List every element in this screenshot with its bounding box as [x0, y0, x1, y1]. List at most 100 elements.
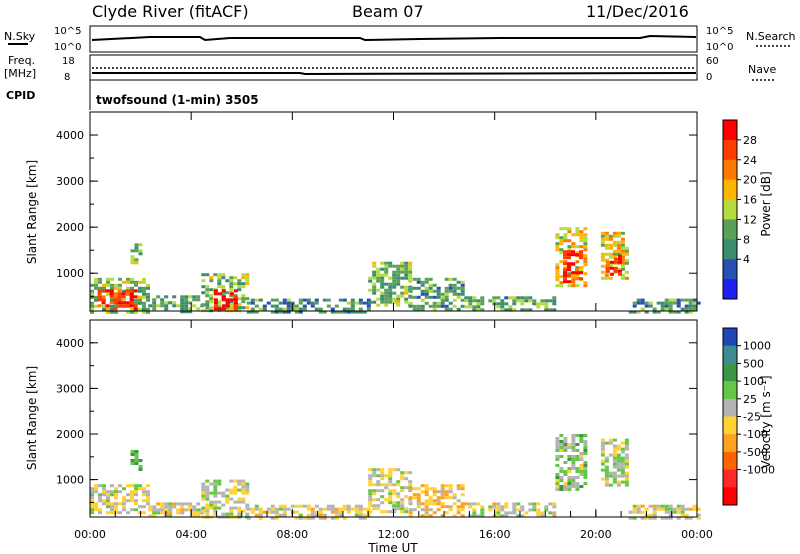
- data-cell: [616, 246, 621, 250]
- data-cell: [286, 307, 291, 311]
- data-cell: [241, 488, 246, 492]
- data-cell: [664, 304, 669, 308]
- data-cell: [668, 513, 673, 517]
- data-cell: [583, 242, 588, 246]
- data-cell: [126, 484, 130, 488]
- data-cell: [567, 467, 572, 470]
- data-cell: [400, 270, 405, 274]
- data-cell: [452, 502, 457, 506]
- data-cell: [368, 468, 373, 472]
- data-cell: [156, 511, 161, 515]
- data-cell: [416, 304, 421, 308]
- data-cell: [229, 282, 234, 286]
- data-cell: [555, 455, 560, 458]
- data-cell: [201, 491, 206, 495]
- data-cell: [338, 510, 343, 514]
- data-cell: [472, 296, 477, 300]
- data-cell: [567, 488, 572, 491]
- data-cell: [424, 505, 429, 509]
- data-cell: [380, 291, 385, 295]
- data-cell: [624, 474, 629, 478]
- data-cell: [440, 301, 445, 305]
- data-cell: [229, 303, 234, 307]
- data-cell: [233, 298, 238, 302]
- data-cell: [571, 464, 576, 467]
- data-cell: [600, 453, 605, 457]
- data-cell: [146, 292, 150, 296]
- data-cell: [404, 510, 409, 514]
- data-cell: [448, 487, 453, 491]
- data-cell: [612, 465, 617, 469]
- data-cell: [188, 310, 193, 314]
- data-cell: [688, 516, 693, 520]
- data-cell: [110, 484, 114, 488]
- data-cell: [652, 307, 657, 311]
- data-cell: [294, 510, 299, 514]
- data-cell: [217, 482, 222, 486]
- data-cell: [440, 505, 445, 509]
- data-cell: [579, 467, 584, 470]
- data-cell: [436, 496, 441, 500]
- data-cell: [644, 301, 649, 305]
- data-cell: [575, 482, 580, 485]
- data-cell: [436, 301, 441, 305]
- data-cell: [559, 440, 564, 443]
- colorbar-tick-label: 8: [743, 233, 750, 246]
- data-cell: [604, 243, 609, 247]
- data-cell: [392, 297, 397, 301]
- data-cell: [440, 484, 445, 488]
- data-cell: [436, 499, 441, 503]
- data-cell: [567, 482, 572, 485]
- data-cell: [632, 310, 637, 314]
- data-cell: [620, 462, 625, 466]
- data-cell: [616, 480, 621, 484]
- data-cell: [392, 300, 397, 304]
- data-cell: [98, 496, 102, 500]
- data-cell: [138, 307, 142, 311]
- data-cell: [342, 298, 347, 302]
- data-cell: [480, 514, 485, 518]
- data-cell: [400, 504, 405, 508]
- data-cell: [575, 277, 579, 281]
- data-cell: [552, 308, 557, 312]
- data-cell: [90, 502, 94, 506]
- data-cell: [245, 488, 250, 492]
- data-cell: [133, 295, 138, 299]
- data-cell: [213, 479, 218, 483]
- data-cell: [424, 514, 429, 518]
- data-cell: [384, 297, 389, 301]
- data-cell: [192, 508, 197, 512]
- data-cell: [376, 279, 381, 283]
- data-cell: [106, 502, 110, 506]
- data-cell: [563, 227, 568, 231]
- data-cell: [544, 308, 549, 312]
- data-cell: [146, 286, 150, 290]
- data-cell: [428, 508, 433, 512]
- data-cell: [138, 298, 142, 302]
- data-cell: [575, 245, 580, 249]
- data-cell: [555, 233, 560, 237]
- data-cell: [282, 504, 287, 508]
- data-cell: [134, 459, 139, 462]
- data-cell: [400, 264, 405, 268]
- data-cell: [444, 298, 449, 302]
- data-cell: [282, 510, 287, 514]
- data-cell: [152, 505, 157, 509]
- data-cell: [152, 304, 157, 308]
- data-cell: [516, 299, 521, 303]
- data-cell: [696, 301, 701, 305]
- data-cell: [504, 296, 509, 300]
- data-cell: [366, 298, 371, 302]
- data-cell: [229, 294, 234, 298]
- data-cell: [350, 507, 355, 511]
- data-cell: [616, 234, 621, 238]
- data-cell: [692, 507, 697, 511]
- data-cell: [102, 493, 106, 497]
- data-cell: [113, 295, 118, 299]
- data-cell: [555, 446, 560, 449]
- data-cell: [213, 491, 218, 495]
- data-cell: [388, 285, 393, 289]
- data-cell: [138, 243, 143, 247]
